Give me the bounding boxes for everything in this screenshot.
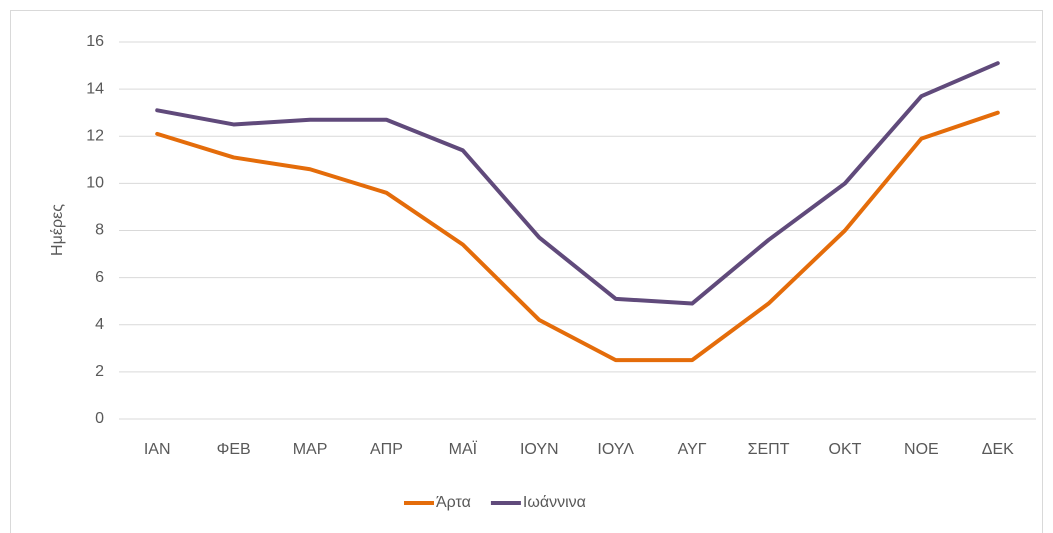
- x-tick-label: ΣΕΠΤ: [748, 441, 790, 458]
- y-tick-label: 16: [86, 33, 104, 50]
- x-tick-label: ΦΕΒ: [217, 441, 251, 458]
- x-tick-label: ΙΟΥΝ: [520, 441, 559, 458]
- x-tick-label: ΟΚΤ: [829, 441, 862, 458]
- series-line: [155, 61, 1000, 306]
- legend-label: Ιωάννινα: [523, 494, 586, 511]
- y-tick-label: 6: [95, 269, 104, 286]
- x-tick-label: ΑΥΓ: [678, 441, 707, 458]
- x-tick-label: ΙΑΝ: [144, 441, 171, 458]
- y-tick-label: 0: [95, 410, 104, 427]
- chart-frame: [10, 10, 1043, 533]
- y-axis-label: Ημέρες: [49, 204, 66, 256]
- x-tick-label: ΙΟΥΛ: [597, 441, 634, 458]
- x-tick-label: ΑΠΡ: [370, 441, 403, 458]
- y-tick-label: 8: [95, 222, 104, 239]
- y-tick-label: 10: [86, 175, 104, 192]
- x-tick-label: ΝΟΕ: [904, 441, 939, 458]
- y-tick-label: 14: [86, 80, 104, 97]
- series-line: [155, 110, 1000, 363]
- y-tick-label: 4: [95, 316, 104, 333]
- x-tick-label: ΜΑΪ: [449, 440, 478, 458]
- x-tick-label: ΔΕΚ: [982, 441, 1014, 458]
- legend-label: Άρτα: [436, 494, 471, 511]
- x-tick-label: ΜΑΡ: [293, 441, 328, 458]
- y-tick-label: 2: [95, 363, 104, 380]
- y-tick-label: 12: [86, 127, 104, 144]
